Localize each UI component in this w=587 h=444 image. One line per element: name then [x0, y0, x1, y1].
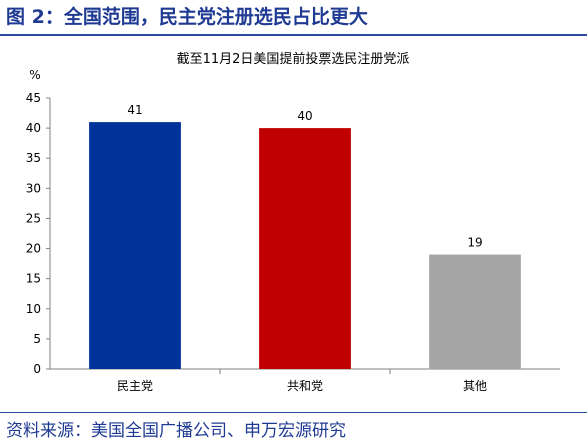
data-label: 19 — [467, 236, 482, 250]
bar — [429, 254, 521, 369]
x-tick-label: 民主党 — [117, 378, 153, 393]
y-tick-label: 0 — [33, 362, 41, 376]
y-tick-label: 40 — [26, 121, 41, 135]
y-tick-label: 15 — [26, 272, 41, 286]
y-axis-unit-label: % — [29, 68, 40, 82]
bar — [89, 122, 181, 369]
bar — [259, 128, 351, 369]
y-tick-label: 35 — [26, 151, 41, 165]
source-note: 资料来源：美国全国广播公司、申万宏源研究 — [6, 421, 346, 441]
y-tick-label: 45 — [26, 91, 41, 105]
x-tick-label: 其他 — [463, 379, 487, 393]
y-tick-label: 10 — [26, 302, 41, 316]
data-label: 40 — [297, 109, 312, 123]
source-divider — [0, 412, 587, 413]
bars-group — [89, 122, 521, 369]
labels-group: 41 民主党 40 共和党 19 其他 — [117, 103, 487, 393]
y-tick-label: 30 — [26, 181, 41, 195]
chart-title: 截至11月2日美国提前投票选民注册党派 — [177, 51, 410, 67]
figure-title: 图 2：全国范围，民主党注册选民占比更大 — [6, 6, 368, 28]
y-tick-label: 5 — [33, 332, 41, 346]
y-tick-label: 25 — [26, 211, 41, 225]
data-label: 41 — [127, 103, 142, 117]
y-tick-label: 20 — [26, 242, 41, 256]
x-tick-label: 共和党 — [287, 378, 323, 393]
title-divider — [0, 34, 587, 36]
